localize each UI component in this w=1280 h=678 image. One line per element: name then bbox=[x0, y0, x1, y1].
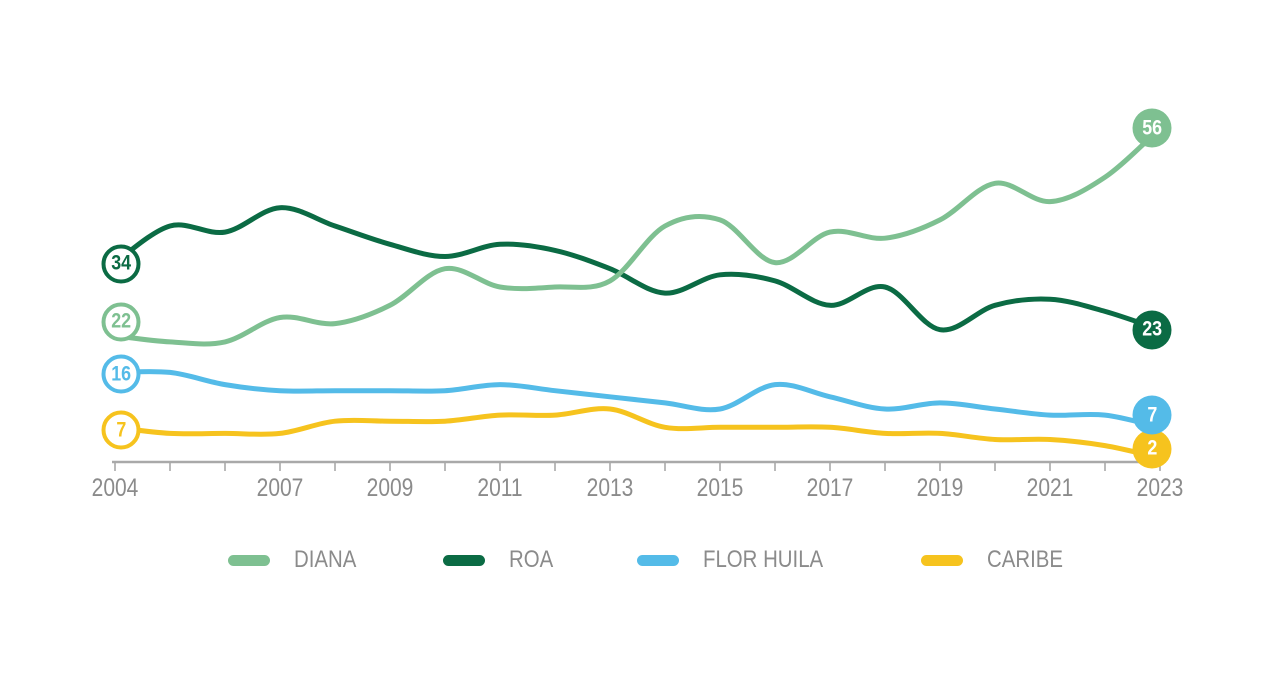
legend-item-diana: DIANA bbox=[228, 546, 367, 574]
legend-label-caribe: CARIBE bbox=[986, 546, 1063, 573]
legend-item-roa: ROA bbox=[443, 546, 561, 574]
start-value-badge-caribe: 7 bbox=[101, 410, 141, 450]
legend: DIANA ROA FLOR HUILA CARIBE bbox=[228, 546, 1076, 574]
x-axis-label-2011: 2011 bbox=[477, 474, 523, 502]
badge-value: 22 bbox=[111, 309, 131, 333]
series-line-roa bbox=[112, 205, 1163, 333]
legend-swatch-roa bbox=[443, 554, 486, 566]
end-value-badge-diana: 56 bbox=[1132, 108, 1172, 148]
x-axis-label-2015: 2015 bbox=[696, 474, 744, 502]
start-value-badge-diana: 22 bbox=[101, 302, 141, 342]
x-axis-label-2021: 2021 bbox=[1026, 474, 1074, 502]
x-axis-label-2004: 2004 bbox=[91, 474, 139, 502]
series-line-caribe bbox=[112, 406, 1163, 461]
x-axis-label-2009: 2009 bbox=[366, 474, 414, 502]
badge-value: 16 bbox=[111, 362, 131, 386]
end-value-badge-roa: 23 bbox=[1132, 310, 1172, 350]
legend-label-diana: DIANA bbox=[294, 546, 357, 573]
legend-swatch-caribe bbox=[920, 554, 963, 566]
legend-swatch-diana bbox=[228, 554, 270, 566]
x-axis-label-2013: 2013 bbox=[586, 474, 634, 502]
badge-value: 7 bbox=[116, 418, 126, 442]
legend-swatch-flor-huila bbox=[637, 554, 680, 566]
start-value-badge-flor-huila: 16 bbox=[101, 354, 141, 394]
legend-item-flor-huila: FLOR HUILA bbox=[637, 546, 844, 574]
end-value-badge-flor-huila: 7 bbox=[1132, 395, 1172, 435]
badge-value: 56 bbox=[1142, 116, 1162, 140]
legend-label-roa: ROA bbox=[509, 546, 554, 573]
badge-value: 7 bbox=[1147, 403, 1157, 427]
badge-value: 23 bbox=[1142, 317, 1162, 341]
badge-value: 2 bbox=[1147, 436, 1157, 460]
x-axis-label-2017: 2017 bbox=[806, 474, 854, 502]
series-line-flor-huila bbox=[112, 369, 1163, 430]
x-axis-label-2019: 2019 bbox=[916, 474, 964, 502]
legend-item-caribe: CARIBE bbox=[920, 546, 1076, 574]
end-value-badge-caribe: 2 bbox=[1132, 429, 1172, 469]
badge-value: 34 bbox=[111, 251, 131, 275]
series-line-diana bbox=[112, 125, 1163, 347]
x-axis-label-2007: 2007 bbox=[256, 474, 304, 502]
start-value-badge-roa: 34 bbox=[101, 244, 141, 284]
legend-label-flor-huila: FLOR HUILA bbox=[703, 546, 824, 573]
x-axis-label-2023: 2023 bbox=[1136, 474, 1184, 502]
